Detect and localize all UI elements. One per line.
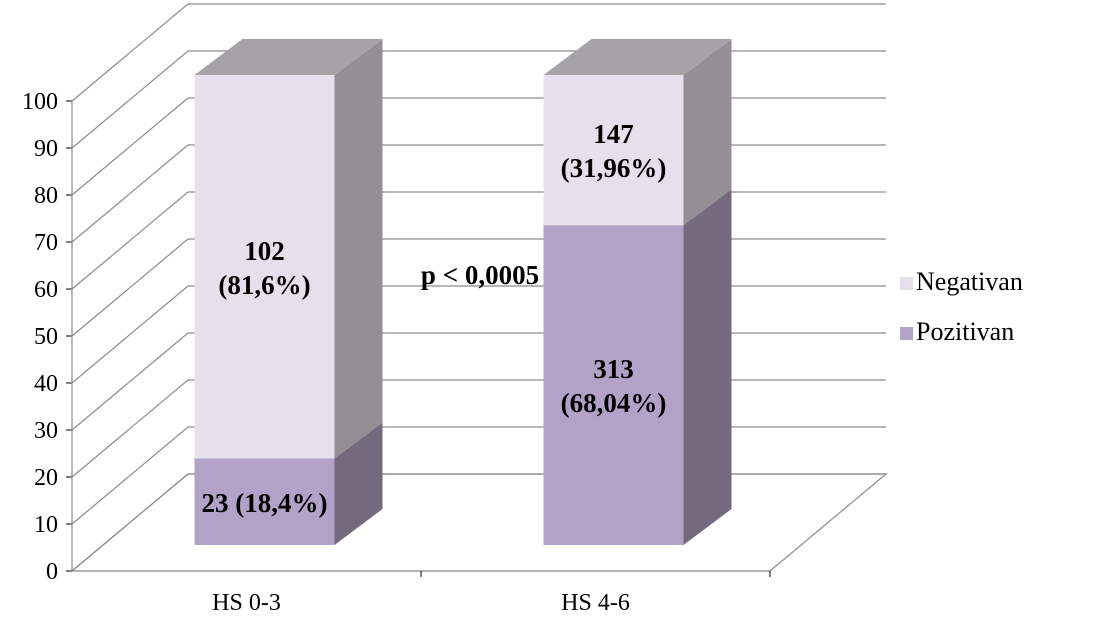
y-tick-label: 70 [34, 230, 58, 256]
bar-side-pozitivan-0 [334, 422, 383, 545]
data-labels: 23 (18,4%) 102 (81,6%) 313 (68,04%) 147 (31,96… [202, 119, 667, 518]
x-tick-label: HS 4-6 [561, 590, 630, 616]
bar-negativan-0 [194, 75, 335, 459]
legend-swatch-negativan [900, 277, 913, 290]
bar-side-negativan-0 [334, 39, 383, 459]
data-label-line: 102 [244, 236, 285, 266]
legend: Negativan Pozitivan [900, 267, 1023, 346]
gridline-side [71, 3, 189, 102]
gridline-side [71, 285, 189, 384]
y-tick-label: 10 [34, 512, 58, 538]
gridline-side [71, 144, 189, 243]
y-tick-label: 30 [34, 418, 58, 444]
bar-top-0 [194, 39, 383, 75]
axes [66, 100, 771, 577]
gridline-side [71, 426, 189, 525]
y-tick-label: 20 [34, 465, 58, 491]
y-tick-label: 60 [34, 277, 58, 303]
data-label-line: (31,96%) [561, 153, 667, 183]
gridline-side [71, 332, 189, 431]
bar-negativan-1 [543, 75, 684, 226]
bar-top-1 [543, 39, 732, 75]
legend-label-negativan: Negativan [916, 267, 1023, 296]
bar-side-negativan-1 [683, 39, 732, 226]
data-label-pozitivan-1: 313 (68,04%) [561, 354, 667, 418]
y-tick-label: 80 [34, 183, 58, 209]
gridline-side [71, 191, 189, 290]
floor-outline [71, 473, 888, 572]
gridline-side [71, 473, 189, 572]
legend-label-pozitivan: Pozitivan [916, 317, 1014, 346]
bar-pozitivan-0 [194, 458, 335, 545]
y-tick-label: 40 [34, 371, 58, 397]
gridline-side [71, 379, 189, 478]
data-label-negativan-1: 147 (31,96%) [561, 119, 667, 183]
data-label-line: 313 [593, 354, 634, 384]
p-value-annotation: p < 0,0005 [421, 260, 539, 290]
y-tick-label: 90 [34, 136, 58, 162]
bar-pozitivan-1 [543, 225, 684, 545]
data-label-line: (68,04%) [561, 388, 667, 418]
legend-swatch-pozitivan [900, 327, 913, 340]
data-label-negativan-0: 102 (81,6%) [218, 236, 310, 300]
data-label-pozitivan-0: 23 (18,4%) [202, 488, 328, 518]
data-label-line: 147 [593, 119, 634, 149]
gridline-side [71, 97, 189, 196]
bar-side-pozitivan-1 [683, 189, 732, 545]
x-tick-label: HS 0-3 [212, 590, 281, 616]
x-tick-labels: HS 0-3 HS 4-6 [212, 590, 630, 616]
gridline-side [71, 50, 189, 149]
chart-walls [71, 473, 888, 572]
y-tick-labels: 0 10 20 30 40 50 60 70 80 90 100 [22, 89, 58, 585]
y-tick-label: 0 [46, 559, 58, 585]
gridline-side [71, 238, 189, 337]
y-tick-label: 100 [22, 89, 58, 115]
data-label-line: (81,6%) [218, 270, 310, 300]
data-label-line: 23 (18,4%) [202, 488, 328, 518]
y-tick-label: 50 [34, 324, 58, 350]
bars [194, 39, 732, 545]
